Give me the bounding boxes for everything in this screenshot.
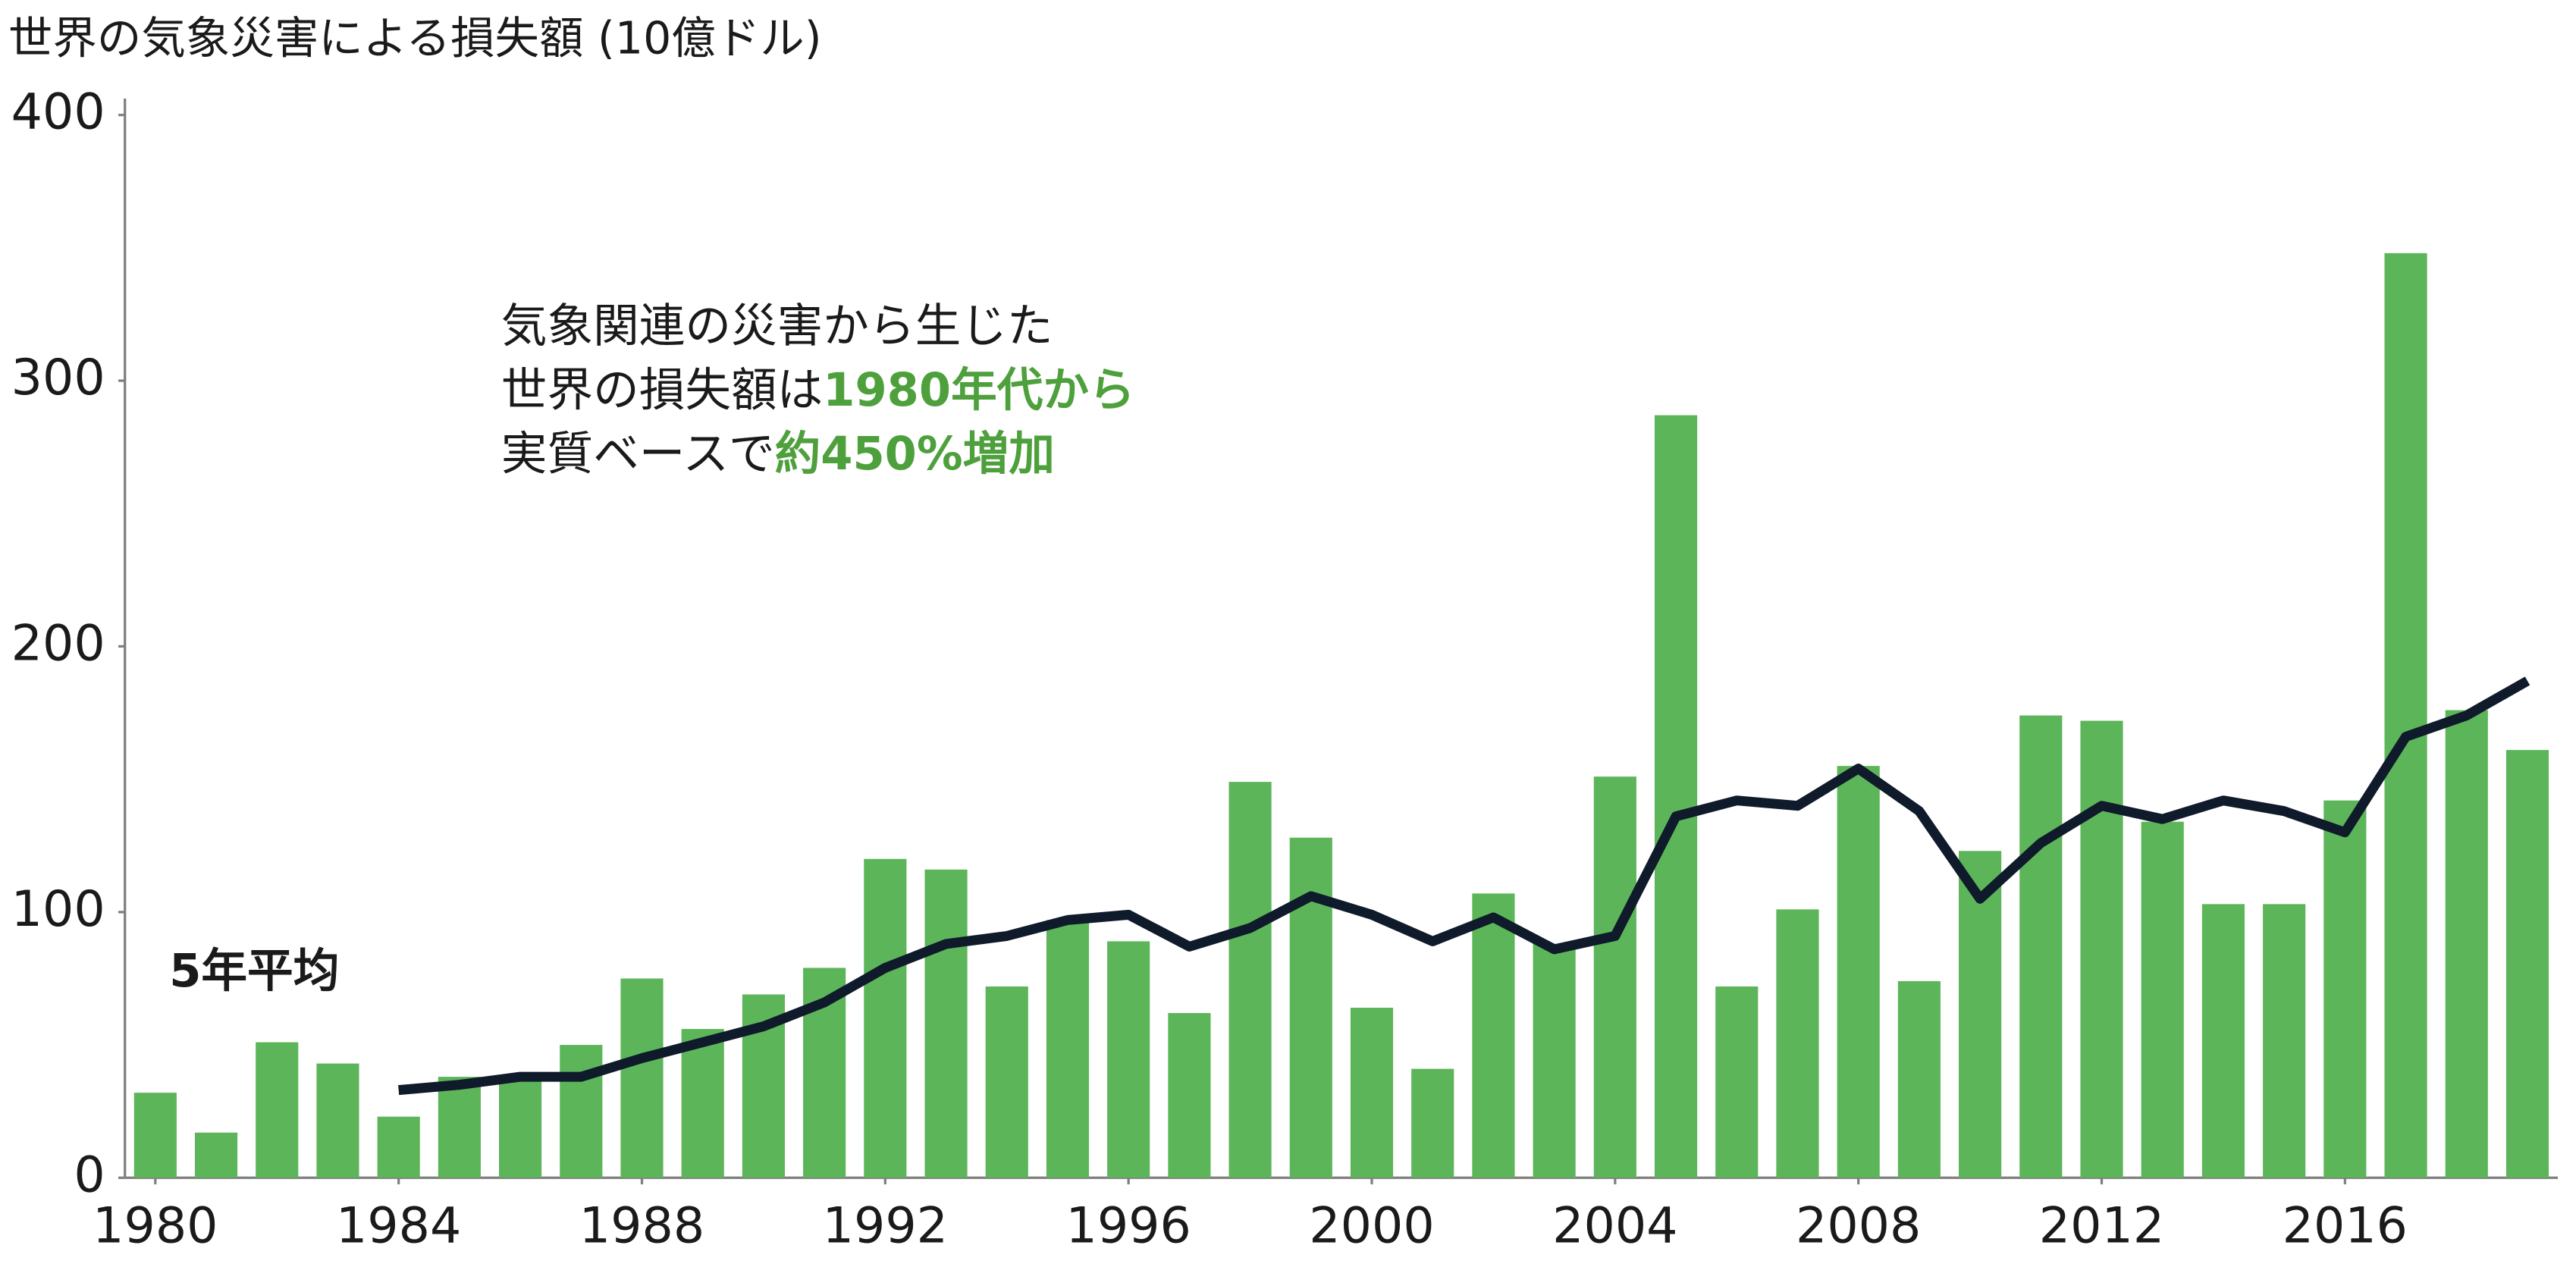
bar	[194, 1132, 238, 1178]
bar	[133, 1093, 177, 1178]
bar	[620, 978, 664, 1178]
annotation-segment: 約450%増加	[775, 428, 1055, 481]
annotation-segment: 世界の損失額は	[501, 363, 823, 416]
bar	[2505, 750, 2549, 1178]
bar	[377, 1116, 420, 1178]
bar	[2080, 720, 2123, 1178]
annotation-segment: 1980年代から	[823, 363, 1134, 416]
bar	[499, 1077, 542, 1178]
x-tick-label: 2000	[1309, 1197, 1434, 1254]
bar	[438, 1077, 481, 1178]
bar	[1046, 920, 1090, 1178]
bar	[1289, 837, 1332, 1178]
x-tick-label: 1996	[1065, 1197, 1191, 1254]
annotation-segment: 実質ベースで	[501, 428, 775, 481]
annotation-segment: 気象関連の災害から生じた	[501, 300, 1053, 353]
bar	[1168, 1013, 1211, 1178]
bar	[1533, 943, 1576, 1178]
bar	[1959, 851, 2002, 1178]
series-label: 5年平均	[169, 945, 339, 998]
bar	[2263, 904, 2306, 1178]
bar	[316, 1063, 359, 1178]
bar	[1593, 776, 1636, 1178]
annotation: 世界の損失額は1980年代から	[501, 363, 1135, 416]
bar	[1776, 909, 1819, 1178]
bar	[864, 858, 907, 1178]
bar	[681, 1029, 724, 1178]
bar	[924, 869, 968, 1178]
bar	[985, 986, 1028, 1178]
x-tick-label: 2012	[2039, 1197, 2164, 1254]
annotation: 実質ベースで約450%増加	[501, 428, 1055, 481]
x-tick-label: 2008	[1796, 1197, 1921, 1254]
x-tick-label: 2016	[2283, 1197, 2408, 1254]
bar	[1228, 782, 1272, 1178]
x-tick-label: 1984	[336, 1197, 461, 1254]
bar	[1411, 1068, 1454, 1178]
bar	[2384, 252, 2427, 1178]
y-tick-label: 300	[11, 350, 105, 406]
bar	[1107, 941, 1150, 1178]
y-tick-label: 200	[11, 616, 105, 673]
bar	[2323, 800, 2367, 1178]
bar	[1654, 415, 1698, 1178]
x-tick-label: 1988	[579, 1197, 704, 1254]
bar	[256, 1042, 299, 1178]
x-tick-label: 1980	[93, 1197, 218, 1254]
bar	[560, 1045, 603, 1178]
y-tick-label: 100	[11, 881, 105, 938]
bar	[2141, 821, 2184, 1178]
y-tick-label: 400	[11, 84, 105, 141]
bar	[1897, 980, 1941, 1178]
chart-title: 世界の気象災害による損失額 (10億ドル)	[8, 12, 822, 64]
x-tick-label: 1992	[823, 1197, 948, 1254]
y-tick-label: 0	[74, 1146, 105, 1203]
bar	[2445, 710, 2488, 1178]
bar	[2019, 715, 2063, 1178]
plot-area	[133, 252, 2549, 1178]
bar	[1472, 893, 1515, 1178]
bar	[1715, 986, 1759, 1178]
bar	[1837, 766, 1880, 1178]
bar	[2201, 904, 2245, 1178]
x-tick-label: 2004	[1552, 1197, 1677, 1254]
bar	[1350, 1008, 1394, 1178]
annotation: 気象関連の災害から生じた	[501, 300, 1053, 353]
line	[398, 676, 2531, 1096]
